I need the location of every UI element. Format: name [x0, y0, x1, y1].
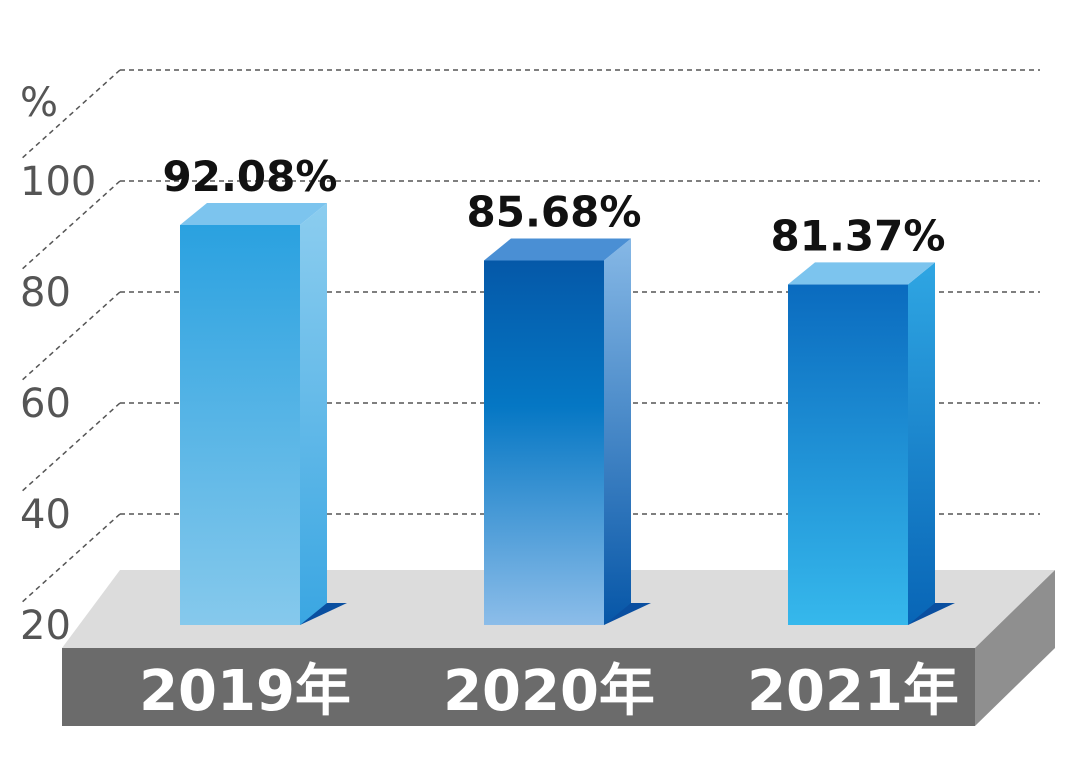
y-tick-label: 100	[20, 159, 96, 205]
y-tick-label: 40	[20, 492, 71, 538]
data-label: 85.68%	[467, 187, 642, 236]
bar-2019年	[180, 202, 347, 625]
bar-top	[180, 202, 327, 225]
data-label: 92.08%	[163, 152, 338, 201]
y-tick-label: 20	[20, 603, 71, 649]
y-tick-label: 60	[20, 381, 71, 427]
gridline-diagonal	[19, 513, 121, 605]
bar-top	[788, 262, 935, 285]
bars: 92.08% 85.68% 81.37%	[163, 152, 955, 625]
bar-top	[484, 238, 631, 261]
category-labels: 2019年 2020年 2021年	[139, 659, 959, 724]
bar-front	[788, 284, 908, 625]
gridline-diagonal	[19, 180, 121, 272]
y-tick-label: 80	[20, 270, 71, 316]
bar-side	[908, 262, 935, 625]
platform-front	[62, 648, 975, 726]
y-axis: 20 40 60 80 100	[20, 159, 96, 649]
bar-2021年	[788, 262, 955, 625]
bar-side	[300, 202, 327, 625]
gridline-diagonal	[19, 402, 121, 494]
bar-front	[484, 260, 604, 625]
gridline-diagonal	[19, 69, 121, 161]
category-label: 2020年	[443, 659, 655, 724]
category-label: 2019年	[139, 659, 351, 724]
gridline-diagonal	[19, 291, 121, 383]
category-label: 2021年	[747, 659, 959, 724]
unit-label: %	[20, 80, 58, 126]
bar-2020年	[484, 238, 651, 625]
bar-front	[180, 224, 300, 625]
bar-side	[604, 238, 631, 625]
data-label: 81.37%	[771, 211, 946, 260]
platform-side	[975, 570, 1055, 726]
